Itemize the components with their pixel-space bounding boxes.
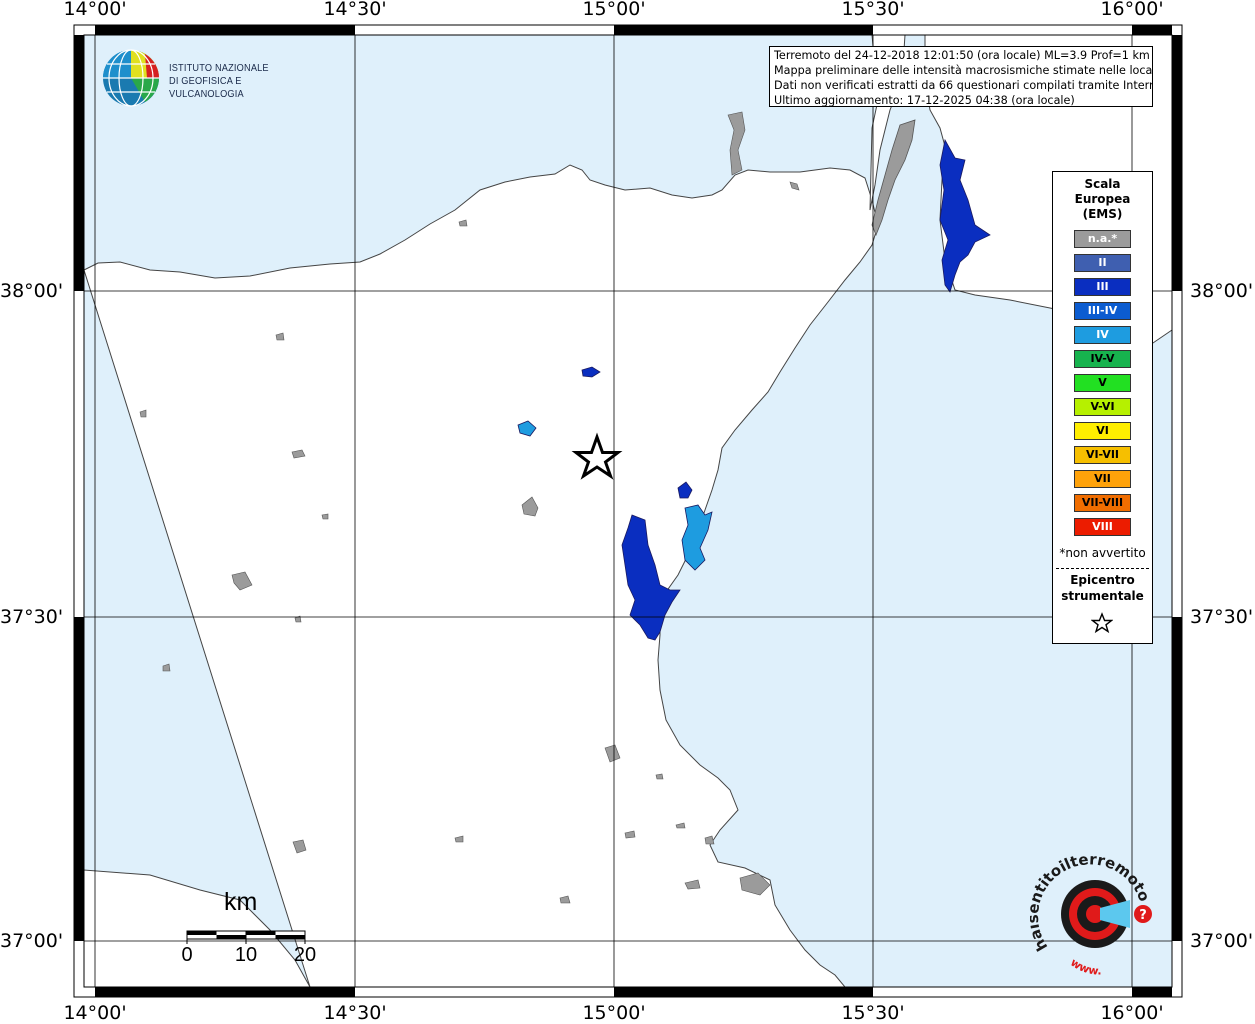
scale-label-10: 10 [234, 944, 258, 966]
lat-tick-left-2: 37°30' [0, 606, 64, 628]
lon-tick-bottom-1: 14°00' [63, 1002, 127, 1024]
lat-tick-right-3: 37°00' [1190, 930, 1254, 952]
legend-item: VIII [1074, 518, 1131, 536]
ems-legend: Scala Europea (EMS) n.a.* II III III-IV IV IV… [1052, 171, 1153, 644]
legend-item: VI [1074, 422, 1131, 440]
legend-item: VI-VII [1074, 446, 1131, 464]
lon-tick-bottom-3: 15°00' [582, 1002, 646, 1024]
lat-tick-right-2: 37°30' [1190, 606, 1254, 628]
small-area-iv [517, 420, 537, 437]
lon-tick-bottom-5: 16°00' [1100, 1002, 1164, 1024]
scale-label-20: 20 [293, 944, 317, 966]
lon-tick-bottom-2: 14°30' [323, 1002, 387, 1024]
svg-text:www.: www. [1068, 956, 1102, 977]
lon-tick-bottom-4: 15°30' [841, 1002, 905, 1024]
lon-tick-top-1: 14°00' [63, 0, 127, 20]
haisentito-www: www. [1068, 956, 1102, 978]
target-speaker-icon: ? haisentitoilterremoto.it www. [1024, 838, 1154, 978]
ingv-line1: ISTITUTO NAZIONALE [169, 63, 269, 74]
info-line-earthquake: Terremoto del 24-12-2018 12:01:50 (ora l… [774, 49, 1150, 62]
legend-item: II [1074, 254, 1131, 272]
star-outline-icon [1091, 612, 1113, 634]
lat-tick-left-1: 38°00' [0, 280, 64, 302]
haisentito-logo: ? haisentitoilterremoto.it www. [1024, 838, 1160, 978]
scale-bar: km 0 10 20 [180, 888, 320, 968]
legend-item: V [1074, 374, 1131, 392]
legend-separator [1056, 568, 1149, 569]
small-area-iii [581, 366, 601, 378]
legend-note: *non avvertito [1059, 546, 1146, 560]
lon-tick-top-5: 16°00' [1100, 0, 1164, 20]
legend-item: IV [1074, 326, 1131, 344]
sicily-land [83, 164, 879, 988]
info-line-updated: Ultimo aggiornamento: 17-12-2025 04:38 (… [774, 94, 1075, 107]
ingv-logo: ISTITUTO NAZIONALE DI GEOFISICA E VULCAN… [101, 48, 321, 110]
info-line-map: Mappa preliminare delle intensità macros… [774, 64, 1152, 77]
legend-title-line3: (EMS) [1082, 207, 1123, 221]
lon-tick-top-3: 15°00' [582, 0, 646, 20]
lat-tick-left-3: 37°00' [0, 930, 64, 952]
epicentre-star-icon [571, 432, 623, 480]
legend-epicentre-line1: Epicentro [1070, 573, 1135, 587]
legend-item: V-VI [1074, 398, 1131, 416]
info-line-data: Dati non verificati estratti da 66 quest… [774, 79, 1152, 92]
scale-label-0: 0 [181, 944, 193, 966]
catania-area-iv [681, 504, 713, 571]
unknown-localities [139, 111, 800, 904]
messina-coast [871, 119, 916, 237]
legend-item: III-IV [1074, 302, 1131, 320]
legend-item: IV-V [1074, 350, 1131, 368]
legend-title: Scala Europea (EMS) [1053, 177, 1152, 222]
scale-unit: km [224, 888, 258, 916]
legend-item: III [1074, 278, 1131, 296]
acireale-area-iii [677, 481, 693, 499]
info-box: Terremoto del 24-12-2018 12:01:50 (ora l… [769, 46, 1153, 107]
legend-title-line1: Scala [1084, 177, 1121, 191]
svg-text:?: ? [1139, 908, 1147, 923]
globe-icon [103, 49, 159, 107]
legend-epicentre-line2: strumentale [1061, 589, 1144, 603]
legend-title-line2: Europea [1074, 192, 1131, 206]
catania-area-iii [621, 514, 681, 641]
reggio-area-iii [939, 138, 991, 293]
lat-tick-right-1: 38°00' [1190, 280, 1254, 302]
map-frame [73, 24, 1183, 998]
scale-bar-graphic [186, 930, 306, 944]
ingv-logo-text: ISTITUTO NAZIONALE DI GEOFISICA E VULCAN… [169, 62, 309, 101]
graticule [84, 35, 1172, 987]
legend-item: n.a.* [1074, 230, 1131, 248]
ingv-line2: DI GEOFISICA E VULCANOLOGIA [169, 76, 244, 100]
lon-tick-top-2: 14°30' [323, 0, 387, 20]
legend-epicentre-label: Epicentro strumentale [1053, 572, 1152, 604]
legend-item: VII-VIII [1074, 494, 1131, 512]
lon-tick-top-4: 15°30' [841, 0, 905, 20]
legend-item: VII [1074, 470, 1131, 488]
